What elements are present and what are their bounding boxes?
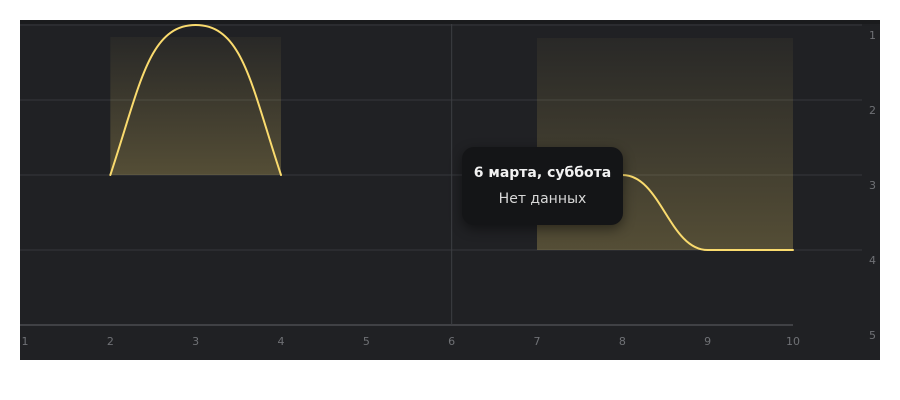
tooltip-date: 6 марта, суббота xyxy=(473,165,612,181)
x-axis-ticks: 1 2 3 4 5 6 7 8 9 10 xyxy=(22,335,801,348)
x-tick-label: 6 xyxy=(448,335,455,348)
x-tick-label: 9 xyxy=(704,335,711,348)
y-tick-label: 2 xyxy=(869,104,876,117)
x-tick-label: 1 xyxy=(22,335,29,348)
x-tick-label: 4 xyxy=(278,335,285,348)
chart-panel-top-border xyxy=(20,20,880,24)
x-tick-label: 10 xyxy=(786,335,800,348)
x-tick-label: 2 xyxy=(107,335,114,348)
tooltip-status: Нет данных xyxy=(498,191,587,207)
chart-tooltip: 6 марта, суббота Нет данных xyxy=(462,147,623,225)
area-fill-segment-1 xyxy=(110,37,281,175)
y-tick-label: 3 xyxy=(869,179,876,192)
x-tick-label: 7 xyxy=(534,335,541,348)
x-tick-label: 3 xyxy=(192,335,199,348)
y-tick-label: 4 xyxy=(869,254,876,267)
y-tick-label: 1 xyxy=(869,29,876,42)
y-tick-label: 5 xyxy=(869,329,876,342)
series-line-segment-1 xyxy=(109,24,282,176)
x-tick-label: 8 xyxy=(619,335,626,348)
x-tick-label: 5 xyxy=(363,335,370,348)
y-axis-ticks: 1 2 3 4 5 xyxy=(869,29,876,342)
